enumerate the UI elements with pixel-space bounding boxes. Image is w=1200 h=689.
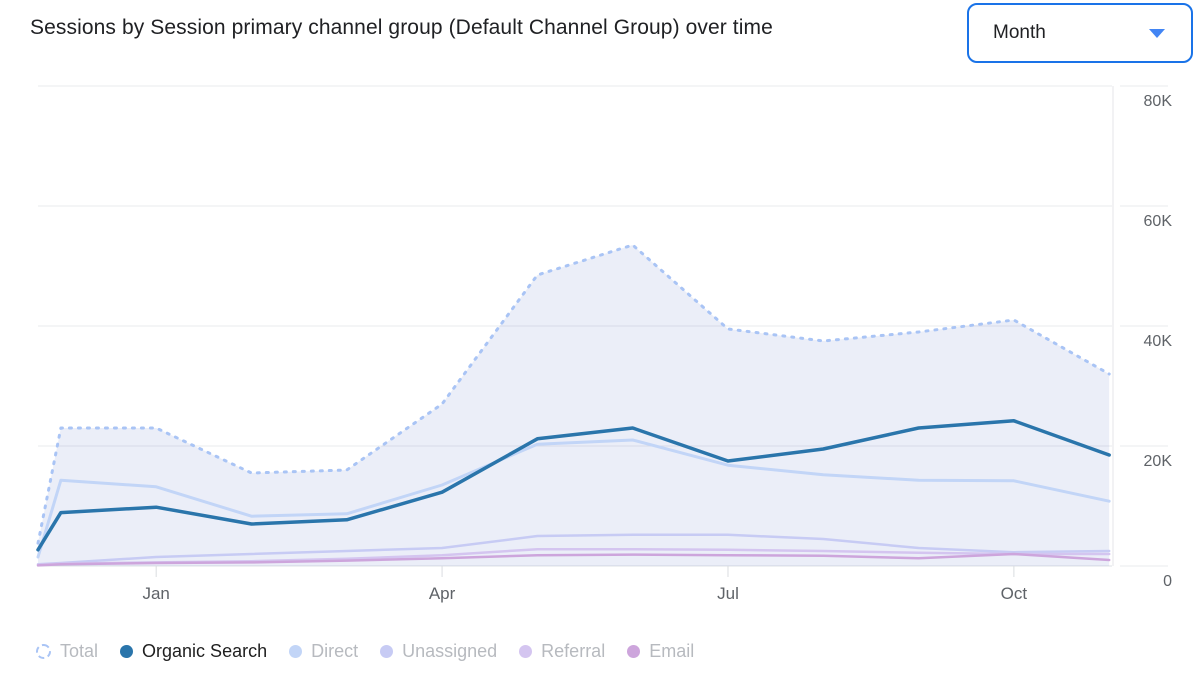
legend-label: Direct <box>311 641 359 661</box>
referral-series-icon <box>519 645 533 658</box>
series-line-direct <box>36 438 1111 559</box>
granularity-dropdown[interactable]: Month <box>967 3 1193 63</box>
y-axis-label: 40K <box>1144 333 1173 350</box>
series-line-unassigned <box>36 533 1111 566</box>
x-axis-label: Jan <box>142 584 169 603</box>
chevron-down-icon <box>1149 28 1165 38</box>
x-axis-label: Apr <box>429 584 456 603</box>
sessions-over-time-chart: 0 20K 40K 60K 80K Jan Apr Jul Oct <box>36 85 1173 603</box>
series-line-email <box>36 552 1111 567</box>
y-axis-label: 60K <box>1144 213 1173 230</box>
x-axis-label: Oct <box>1001 584 1028 603</box>
y-axis-label: 20K <box>1144 453 1173 470</box>
unassigned-series-icon <box>380 645 394 658</box>
legend-item-organic-search[interactable]: Organic Search <box>120 641 267 662</box>
series-line-total <box>36 243 1111 545</box>
legend-label: Organic Search <box>142 641 268 661</box>
legend-item-unassigned[interactable]: Unassigned <box>380 641 497 662</box>
legend-item-direct[interactable]: Direct <box>289 641 358 662</box>
page-title: Sessions by Session primary channel grou… <box>30 16 773 39</box>
chart-area: 0 20K 40K 60K 80K Jan Apr Jul Oct <box>0 70 1200 615</box>
total-area-fill <box>38 245 1110 566</box>
total-series-icon <box>36 644 51 659</box>
chart-legend: Total Organic Search Direct Unassigned R… <box>36 641 694 662</box>
series-line-organic-search <box>36 419 1111 552</box>
granularity-dropdown-value: Month <box>993 22 1046 43</box>
legend-label: Unassigned <box>402 641 498 661</box>
y-axis-label: 80K <box>1144 93 1173 110</box>
legend-item-referral[interactable]: Referral <box>519 641 605 662</box>
y-axis-label: 0 <box>1163 573 1172 590</box>
legend-item-total[interactable]: Total <box>36 641 98 662</box>
legend-item-email[interactable]: Email <box>627 641 694 662</box>
organic-search-series-icon <box>120 645 134 658</box>
legend-label: Email <box>649 641 695 661</box>
legend-label: Total <box>60 641 99 661</box>
direct-series-icon <box>289 645 303 658</box>
legend-label: Referral <box>541 641 606 661</box>
x-axis-label: Jul <box>717 584 739 603</box>
email-series-icon <box>627 645 641 658</box>
